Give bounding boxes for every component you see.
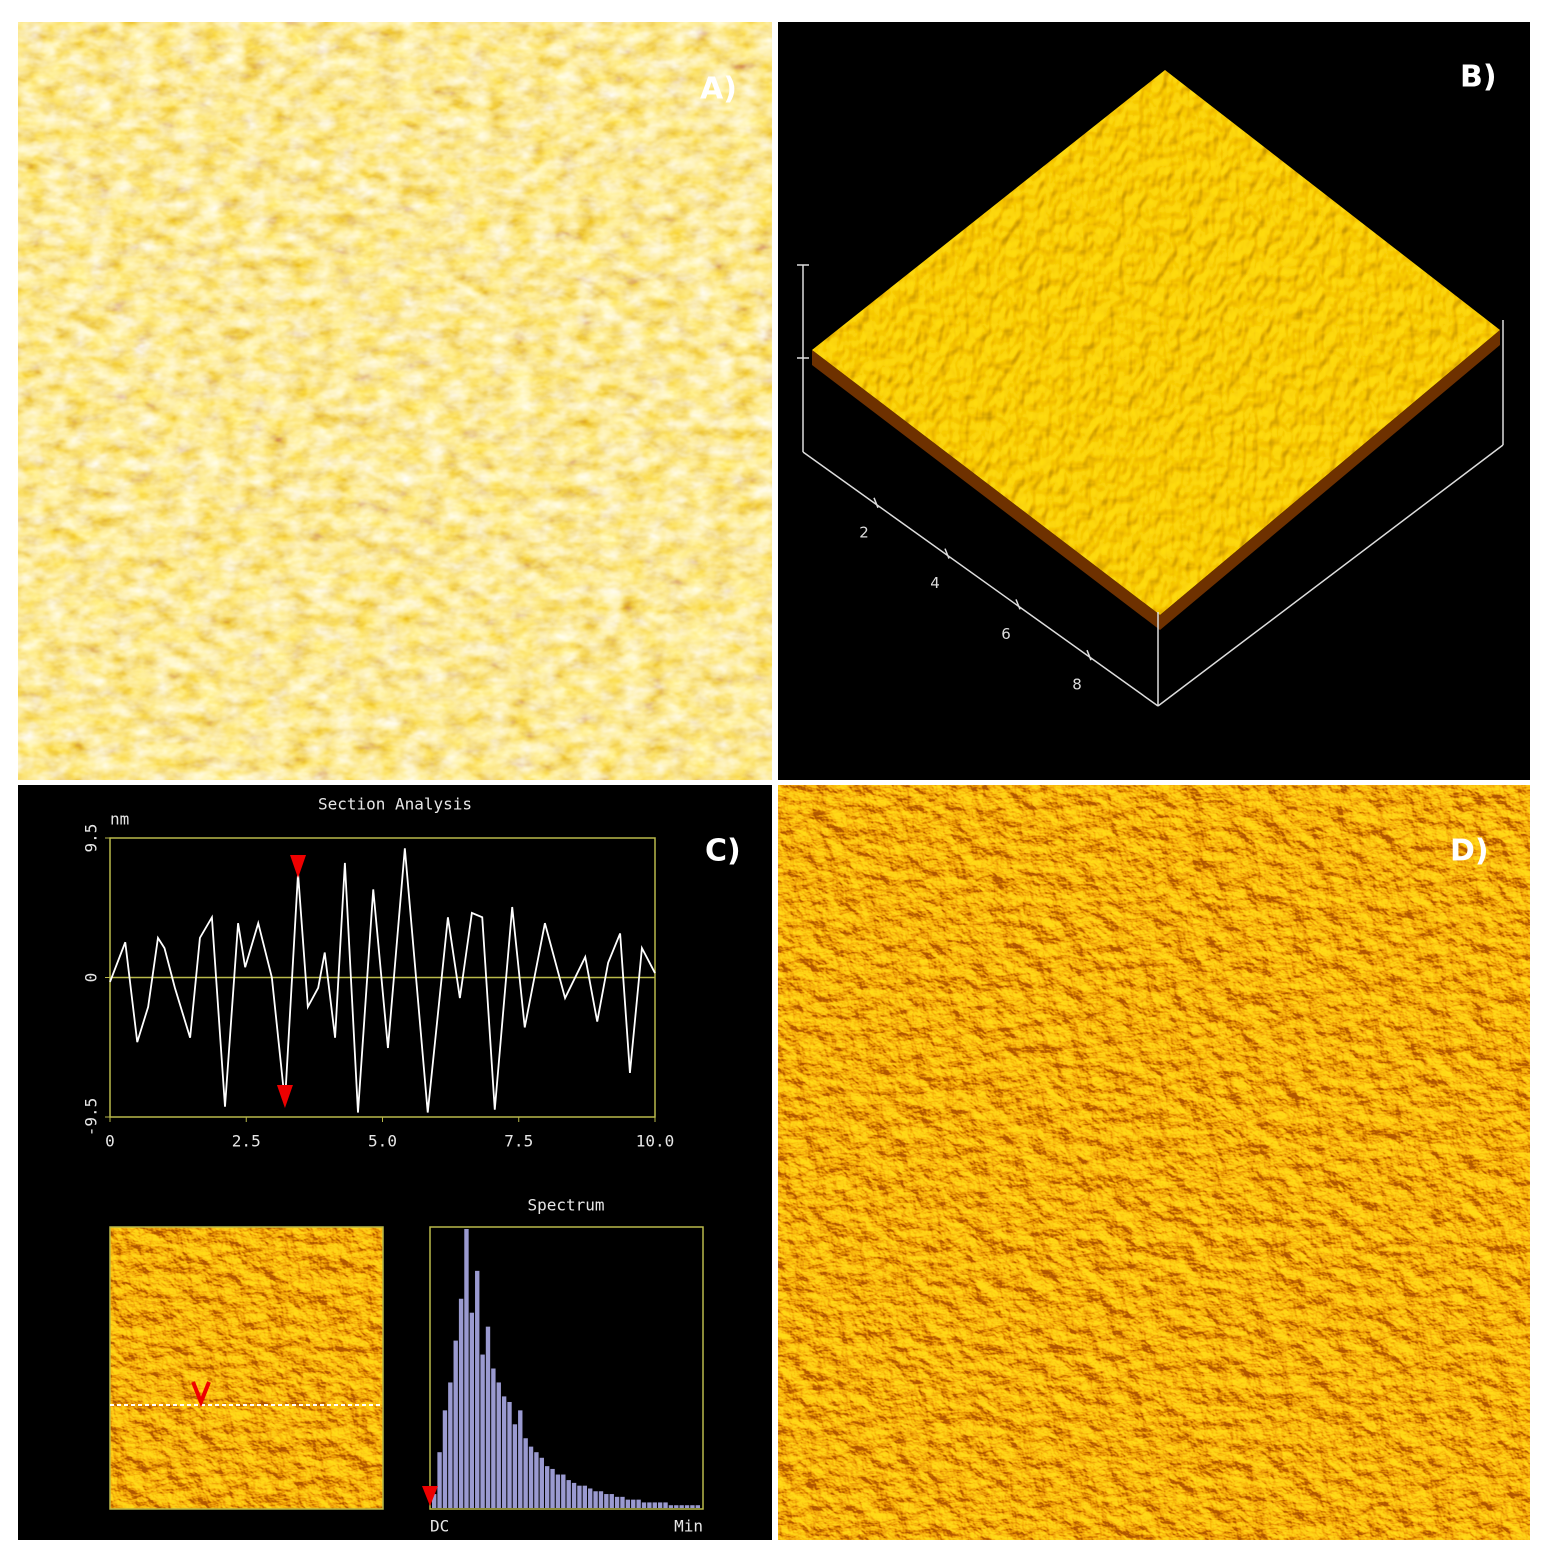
spectrum-bar — [604, 1494, 609, 1508]
x-tick-label: 10.0 — [636, 1132, 675, 1151]
spectrum-bar — [475, 1270, 480, 1508]
spectrum-bar — [458, 1298, 464, 1508]
spectrum-bar — [437, 1452, 442, 1508]
spectrum-bar — [690, 1505, 695, 1508]
spectrum-bar — [663, 1502, 668, 1508]
spectrum-bar — [631, 1499, 636, 1508]
spectrum-bar — [448, 1382, 453, 1508]
x-tick-label: 0 — [105, 1132, 115, 1151]
inset-image — [109, 1226, 384, 1510]
spectrum-bar — [636, 1499, 641, 1508]
spectrum-bar — [507, 1401, 512, 1508]
spectrum-bar — [501, 1396, 507, 1508]
spectrum-title: Spectrum — [527, 1196, 604, 1215]
spectrum-bar — [577, 1485, 582, 1508]
spectrum-bar — [550, 1468, 555, 1508]
axis-label: 2 — [859, 523, 869, 541]
spectrum-bar — [582, 1485, 588, 1508]
spectrum-bar — [518, 1410, 523, 1508]
profile-line — [109, 848, 656, 1113]
x-tick-label: 2.5 — [232, 1132, 261, 1151]
spectrum-bar — [614, 1496, 620, 1508]
spectrum-bar — [571, 1482, 577, 1508]
spectrum-x-label: Min — [674, 1517, 703, 1536]
axis-tick — [1015, 599, 1021, 610]
spectrum-bar — [464, 1229, 469, 1508]
spectrum-bar — [528, 1446, 534, 1508]
spectrum-bar — [695, 1505, 700, 1508]
axis-ticks-3d: 2 4 6 8 — [859, 497, 1092, 694]
spectrum-bar — [684, 1505, 690, 1508]
axis-label: 4 — [930, 574, 940, 592]
spectrum-bar — [555, 1474, 561, 1508]
panel-label: D) — [1450, 834, 1489, 869]
afm-image-a — [18, 22, 772, 780]
spectrum-bar — [561, 1474, 566, 1508]
axis-tick — [873, 497, 879, 509]
spectrum-bar — [512, 1424, 518, 1508]
y-tick-label: 9.5 — [82, 824, 101, 853]
inset-frame — [109, 1226, 384, 1510]
y-tick-label: -9.5 — [82, 1098, 101, 1137]
section-plot: -9.509.50 2.5 5.0 7.5 10.0 — [82, 824, 675, 1151]
spectrum-bar — [625, 1499, 631, 1508]
spectrum-bar — [480, 1354, 485, 1508]
spectrum-bar — [620, 1496, 625, 1508]
spectrum-bar — [593, 1491, 598, 1508]
spectrum-bar — [598, 1491, 604, 1508]
y-unit: nm — [110, 810, 129, 829]
spectrum-bar — [453, 1340, 458, 1508]
axis-label: 8 — [1072, 676, 1082, 694]
axis-tick — [1086, 649, 1092, 661]
spectrum-bar — [566, 1480, 571, 1508]
spectrum-bars — [432, 1229, 700, 1508]
panel-label: A) — [700, 72, 737, 107]
y-tick-label: 0 — [82, 973, 101, 983]
spectrum-bar — [491, 1368, 496, 1508]
spectrum-x-label: DC — [430, 1517, 449, 1536]
spectrum-bar — [442, 1410, 448, 1508]
cursor-marker — [276, 1085, 293, 1108]
axis-label: 6 — [1001, 625, 1011, 643]
spectrum-bar — [544, 1466, 550, 1508]
spectrum-bar — [469, 1312, 475, 1508]
spectrum-bar — [679, 1505, 684, 1508]
spectrum-bar — [652, 1502, 657, 1508]
cursor-marker — [290, 855, 307, 878]
spectrum-bar — [496, 1382, 501, 1508]
afm-image-d — [778, 785, 1530, 1540]
x-tick-label: 5.0 — [368, 1132, 397, 1151]
spectrum-bar — [641, 1502, 647, 1508]
spectrum-bar — [674, 1505, 679, 1508]
spectrum-bar — [588, 1488, 593, 1508]
panel-label: B) — [1460, 60, 1497, 95]
chart-title: Section Analysis — [318, 795, 472, 814]
x-tick-label: 7.5 — [504, 1132, 533, 1151]
spectrum-cursor — [422, 1486, 438, 1506]
section-marker — [191, 1381, 211, 1408]
axis-tick — [944, 548, 950, 559]
spectrum-bar — [609, 1494, 614, 1508]
spectrum-bar — [539, 1457, 544, 1508]
spectrum-bar — [657, 1502, 663, 1508]
spectrum-bar — [485, 1326, 491, 1508]
spectrum-bar — [668, 1505, 674, 1508]
axes-3d — [797, 264, 1504, 707]
spectrum-bar — [647, 1502, 652, 1508]
panel-label: C) — [705, 834, 741, 869]
spectrum-bar — [432, 1494, 437, 1508]
spectrum-bar — [534, 1452, 539, 1508]
spectrum-bar — [523, 1438, 528, 1508]
